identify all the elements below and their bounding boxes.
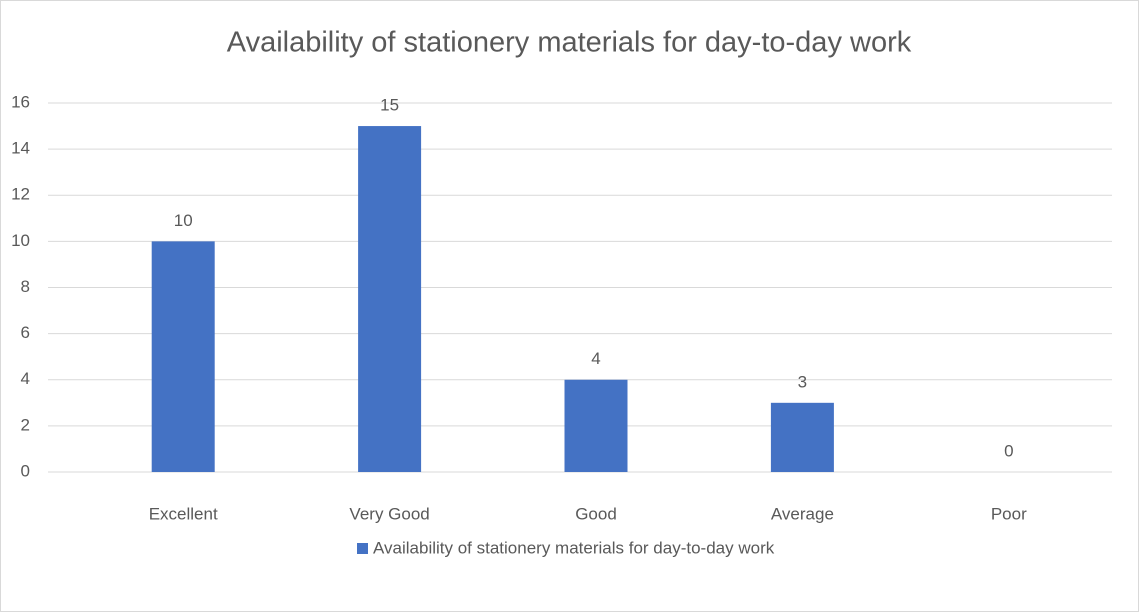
x-tick-label: Poor xyxy=(991,504,1027,523)
data-label: 0 xyxy=(1004,441,1013,460)
bar xyxy=(151,241,215,472)
x-tick-label: Average xyxy=(771,504,834,523)
data-label: 15 xyxy=(380,96,399,115)
bar xyxy=(770,402,834,472)
y-tick-label: 2 xyxy=(21,415,30,434)
data-label: 4 xyxy=(591,349,600,368)
y-tick-label: 10 xyxy=(11,231,30,250)
y-tick-label: 6 xyxy=(21,323,30,342)
x-tick-label: Very Good xyxy=(349,504,429,523)
bar xyxy=(358,126,422,472)
y-tick-label: 0 xyxy=(21,461,30,480)
y-tick-label: 8 xyxy=(21,277,30,296)
y-tick-label: 12 xyxy=(11,185,30,204)
bar xyxy=(564,379,628,472)
y-tick-label: 4 xyxy=(21,369,30,388)
y-tick-label: 14 xyxy=(11,139,30,158)
x-tick-label: Excellent xyxy=(149,504,218,523)
data-label: 3 xyxy=(798,372,807,391)
legend-label: Availability of stationery materials for… xyxy=(373,538,775,557)
y-tick-label: 16 xyxy=(11,92,30,111)
data-label: 10 xyxy=(174,211,193,230)
legend-swatch xyxy=(357,543,368,554)
x-tick-label: Good xyxy=(575,504,617,523)
chart-title: Availability of stationery materials for… xyxy=(227,27,912,59)
